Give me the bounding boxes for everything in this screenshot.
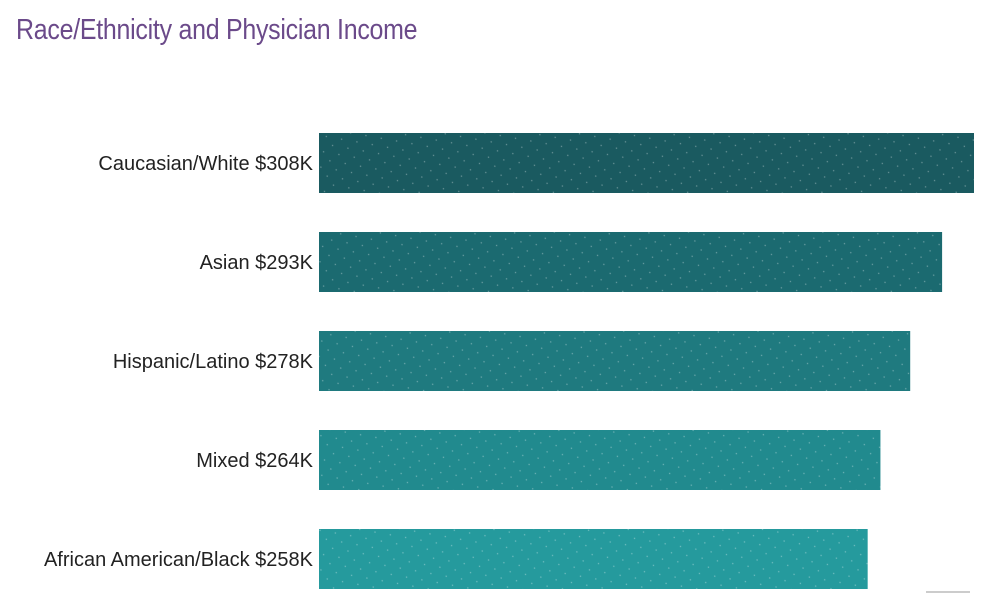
bar-texture	[319, 133, 974, 193]
bar-texture	[319, 232, 943, 292]
chart-title: Race/Ethnicity and Physician Income	[16, 14, 418, 46]
bar-texture	[319, 430, 881, 490]
bar-label: Caucasian/White $308K	[98, 153, 313, 175]
bar-label: Mixed $264K	[196, 450, 313, 472]
bar-label: Hispanic/Latino $278K	[113, 351, 314, 373]
bar-label: African American/Black $258K	[44, 549, 314, 571]
bar-texture	[319, 331, 911, 391]
bar-label: Asian $293K	[200, 252, 314, 274]
bar-texture	[319, 529, 868, 589]
